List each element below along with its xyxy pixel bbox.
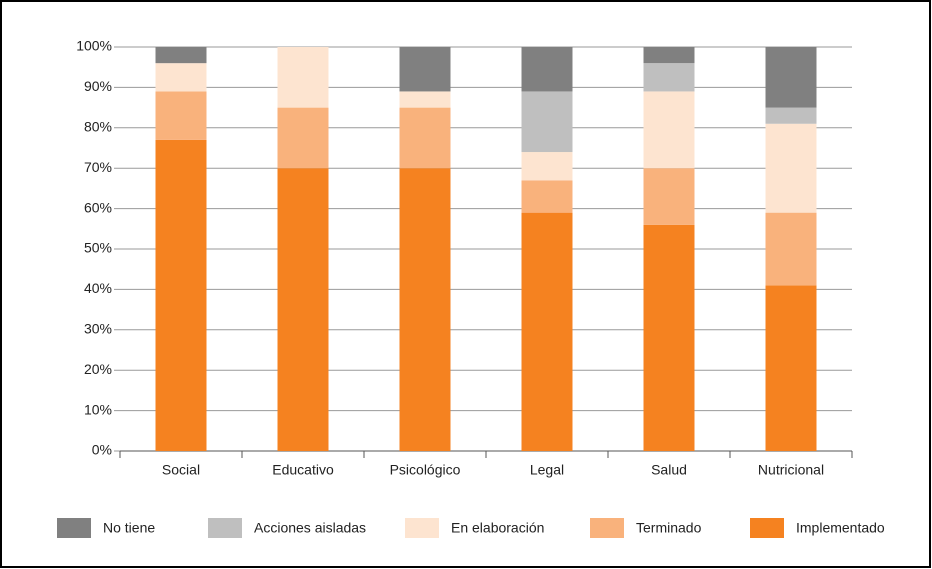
- x-tick-label: Social: [162, 462, 200, 478]
- y-tick-label: 10%: [84, 401, 112, 417]
- bar-segment: [399, 107, 451, 169]
- legend-swatch: [57, 518, 91, 538]
- y-tick-label: 80%: [84, 119, 112, 135]
- bar-segment: [155, 139, 207, 452]
- legend-swatch: [750, 518, 784, 538]
- y-tick-label: 90%: [84, 78, 112, 94]
- legend-swatch: [208, 518, 242, 538]
- x-tick-label: Salud: [651, 462, 687, 478]
- bar-segment: [643, 91, 695, 169]
- bar-segment: [521, 91, 573, 153]
- x-tick-label: Educativo: [272, 462, 334, 478]
- bar-segment: [521, 212, 573, 451]
- x-tick-label: Psicológico: [390, 462, 461, 478]
- bar-segment: [277, 47, 329, 108]
- legend-label: Acciones aisladas: [254, 520, 366, 536]
- y-tick-label: 50%: [84, 240, 112, 256]
- legend-label: En elaboración: [451, 520, 544, 536]
- bar-segment: [643, 63, 695, 92]
- bar-segment: [765, 285, 817, 451]
- bar-segment: [277, 107, 329, 169]
- legend-label: Terminado: [636, 520, 702, 536]
- bar-segment: [399, 168, 451, 451]
- legend-swatch: [590, 518, 624, 538]
- bar-segment: [399, 91, 451, 108]
- y-tick-label: 100%: [76, 38, 112, 54]
- y-tick-label: 60%: [84, 199, 112, 215]
- legend-swatch: [405, 518, 439, 538]
- bar-segment: [155, 91, 207, 140]
- bar-segment: [643, 224, 695, 451]
- legend-label: No tiene: [103, 520, 155, 536]
- bar-segment: [155, 47, 207, 64]
- bar-segment: [765, 107, 817, 124]
- bar-segment: [399, 47, 451, 92]
- bar-segment: [765, 212, 817, 286]
- y-tick-label: 40%: [84, 280, 112, 296]
- legend-label: Implementado: [796, 520, 885, 536]
- bar-segment: [643, 168, 695, 225]
- bar-segment: [521, 47, 573, 92]
- bar-segment: [765, 47, 817, 108]
- bar-segment: [643, 47, 695, 64]
- x-tick-label: Nutricional: [758, 462, 824, 478]
- bar-segment: [521, 152, 573, 181]
- bar-segment: [765, 123, 817, 213]
- bar-segment: [277, 168, 329, 451]
- y-tick-label: 20%: [84, 361, 112, 377]
- x-tick-label: Legal: [530, 462, 564, 478]
- y-tick-label: 70%: [84, 159, 112, 175]
- bar-segment: [155, 63, 207, 92]
- y-tick-label: 30%: [84, 321, 112, 337]
- bar-segment: [521, 180, 573, 213]
- y-tick-label: 0%: [92, 442, 112, 458]
